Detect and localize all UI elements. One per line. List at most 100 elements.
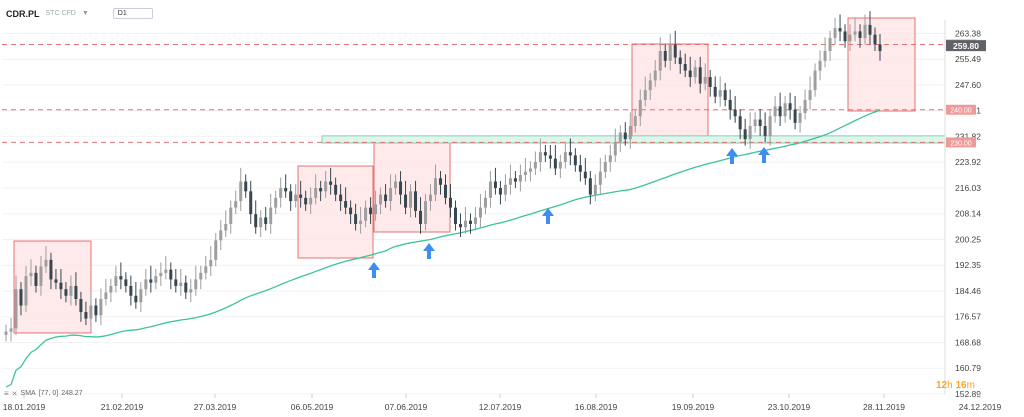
- chart-toolbar: CDR.PL STC CFD ▼ D1: [6, 8, 153, 19]
- candle-body: [468, 220, 472, 224]
- candle-body: [189, 289, 193, 293]
- candle-body: [354, 214, 358, 224]
- x-tick-label: 21.02.2019: [101, 402, 144, 412]
- candle-body: [224, 223, 228, 231]
- candle-body: [833, 28, 837, 38]
- candle-body: [69, 285, 73, 296]
- legend-label: SMA: [20, 390, 36, 397]
- candle-body: [259, 217, 263, 228]
- candle-body: [19, 289, 23, 306]
- candle-body: [763, 126, 767, 136]
- candle-body: [553, 158, 557, 169]
- candle-body: [768, 116, 772, 136]
- candle-body: [14, 289, 18, 329]
- current-price-bg: [946, 40, 986, 52]
- x-tick-label: 18.01.2019: [3, 402, 46, 412]
- candle-body: [798, 113, 802, 123]
- candle-body: [44, 259, 48, 267]
- level-label-bg: [946, 137, 976, 148]
- candle-body: [9, 328, 13, 332]
- candle-body: [618, 132, 622, 143]
- candle-body: [738, 116, 742, 130]
- candle-body: [703, 77, 707, 84]
- candle-body: [693, 67, 697, 78]
- candle-body: [583, 171, 587, 179]
- chevron-down-icon[interactable]: ▼: [81, 10, 89, 17]
- candle-body: [593, 184, 597, 195]
- candle-body: [74, 285, 78, 300]
- indicator-icon[interactable]: ≡: [4, 389, 9, 398]
- level-label-bg: [946, 104, 976, 115]
- candle-body: [778, 106, 782, 117]
- y-tick-label: 263.38: [955, 28, 981, 38]
- arrow-up-icon: [423, 243, 435, 259]
- arrow-up-icon: [368, 262, 380, 278]
- indicator-legend: ≡ ✕ SMA [77, 0] 248.27: [4, 389, 83, 398]
- symbol-description: STC CFD: [45, 10, 76, 17]
- candle-body: [424, 201, 428, 224]
- legend-value: 248.27: [61, 390, 83, 397]
- candle-body: [538, 152, 542, 162]
- candle-body: [304, 197, 308, 205]
- candle-body: [399, 181, 403, 195]
- candle-body: [24, 276, 28, 306]
- candle-body: [678, 57, 682, 65]
- candle-body: [473, 217, 477, 224]
- level-lines: [2, 43, 945, 143]
- candle-body: [603, 161, 607, 172]
- candle-body: [294, 194, 298, 202]
- close-icon[interactable]: ✕: [11, 390, 18, 398]
- highlight-box: [13, 240, 92, 334]
- candle-body: [458, 223, 462, 228]
- symbol-label[interactable]: CDR.PL: [6, 8, 40, 19]
- candle-body: [334, 184, 338, 195]
- candle-body: [154, 276, 158, 283]
- candle-body: [648, 80, 652, 91]
- y-tick-label: 184.46: [955, 286, 981, 296]
- candle-body: [439, 178, 443, 185]
- arrow-up-icon: [758, 147, 770, 163]
- current-price-label: 259.80: [953, 41, 979, 51]
- candle-body: [319, 188, 323, 192]
- candle-body: [633, 116, 637, 127]
- candle-body: [623, 132, 627, 140]
- candle-body: [54, 279, 58, 283]
- candle-body: [134, 295, 138, 303]
- timer-minutes: 16: [955, 380, 967, 391]
- candle-body: [803, 99, 807, 114]
- timeframe-select[interactable]: D1: [112, 8, 153, 19]
- candle-body: [369, 207, 373, 215]
- candle-body: [364, 207, 368, 221]
- candle-timer: 12h 16m: [936, 380, 975, 391]
- x-tick-label: 16.08.2019: [575, 402, 618, 412]
- candle-body: [264, 217, 268, 224]
- candle-body: [788, 103, 792, 110]
- y-axis: 263.38255.49247.60239.71231.82223.92216.…: [944, 20, 981, 399]
- candle-body: [528, 168, 532, 172]
- candle-body: [713, 86, 717, 97]
- candle-body: [274, 197, 278, 208]
- candle-body: [209, 259, 213, 267]
- candle-body: [558, 161, 562, 169]
- candle-body: [783, 103, 787, 117]
- candle-body: [109, 285, 113, 293]
- candle-body: [823, 51, 827, 61]
- candle-body: [498, 188, 502, 195]
- y-tick-label: 152.89: [955, 389, 981, 399]
- candle-body: [548, 155, 552, 159]
- candle-body: [49, 259, 53, 280]
- candle-body: [409, 191, 413, 208]
- candle-body: [838, 28, 842, 32]
- candle-body: [493, 181, 497, 189]
- candle-body: [239, 181, 243, 202]
- candle-body: [848, 34, 852, 42]
- candle-body: [723, 90, 727, 100]
- candle-body: [688, 70, 692, 78]
- candle-body: [563, 152, 567, 162]
- candle-body: [728, 99, 732, 110]
- arrow-up-icon: [542, 208, 554, 224]
- candle-body: [4, 331, 8, 335]
- candle-body: [129, 285, 133, 296]
